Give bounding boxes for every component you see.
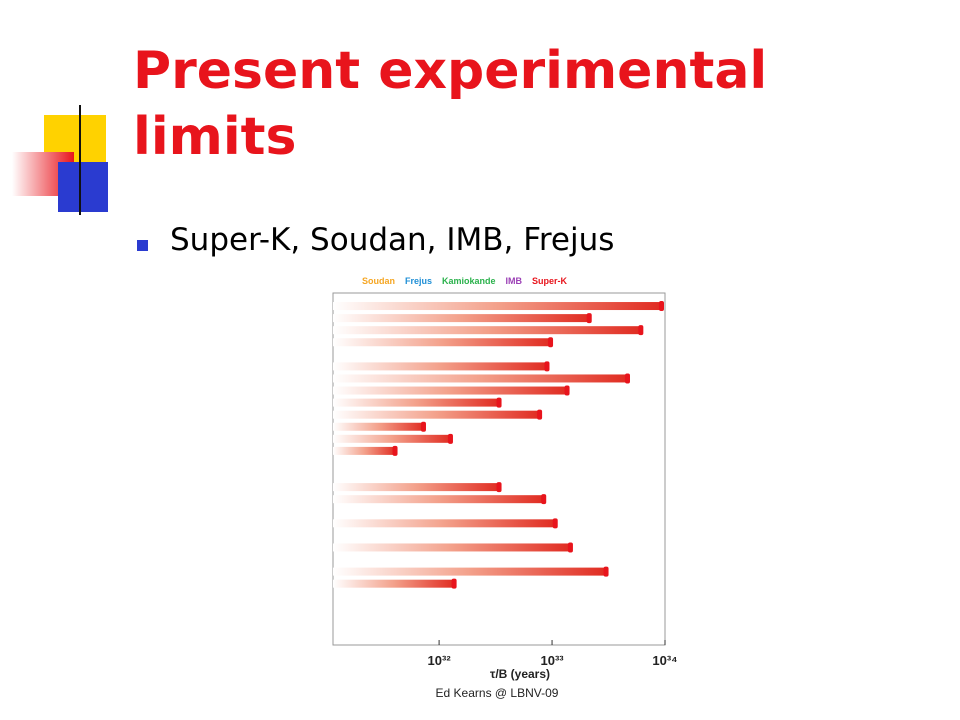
limit-bar <box>333 519 557 528</box>
limit-bar <box>333 386 569 395</box>
legend-label: Kamiokande <box>442 276 496 286</box>
x-axis-label: τ/B (years) <box>490 667 550 681</box>
limit-end <box>658 301 664 312</box>
limit-bar <box>333 579 456 588</box>
plot-frame <box>332 292 666 646</box>
legend-label: Soudan <box>362 276 395 286</box>
limit-end <box>392 445 398 456</box>
limit-end <box>567 542 573 553</box>
legend-label: Frejus <box>405 276 432 286</box>
limit-end <box>541 494 547 505</box>
limit-bar <box>333 434 452 443</box>
limit-bar <box>333 567 608 576</box>
limit-end <box>544 361 550 372</box>
limit-end <box>552 518 558 529</box>
limit-bar <box>333 483 501 492</box>
limit-bar <box>333 543 572 552</box>
limit-end <box>624 373 630 384</box>
slide-title: Present experimental limits <box>133 41 768 167</box>
limit-end <box>451 578 457 589</box>
limit-end <box>537 409 543 420</box>
x-tick-label: 10³⁴ <box>652 653 677 668</box>
limit-end <box>420 421 426 432</box>
x-tick-label: 10³³ <box>540 653 564 668</box>
x-tick-label: 10³² <box>428 653 452 668</box>
limit-bar <box>333 374 629 383</box>
limit-bar <box>333 362 549 371</box>
limit-bar <box>333 422 425 431</box>
limit-end <box>548 337 554 348</box>
limit-end <box>564 385 570 396</box>
limit-end <box>496 482 502 493</box>
limit-end <box>496 397 502 408</box>
limit-bar <box>333 326 643 335</box>
limit-end <box>586 313 592 324</box>
limit-bar <box>333 314 591 323</box>
bullet-text: Super-K, Soudan, IMB, Frejus <box>170 222 615 258</box>
caption: Ed Kearns @ LBNV-09 <box>436 686 559 700</box>
limit-bar <box>333 446 397 455</box>
legend-label: IMB <box>506 276 523 286</box>
limit-end <box>603 566 609 577</box>
bullet-mark <box>137 240 148 251</box>
limit-bar <box>333 410 542 419</box>
limit-bar <box>333 398 501 407</box>
limit-end <box>638 325 644 336</box>
limit-bar <box>333 302 663 311</box>
legend-label: Super-K <box>532 276 568 286</box>
limit-end <box>447 433 453 444</box>
limit-bar <box>333 338 553 347</box>
limit-bar <box>333 495 546 504</box>
